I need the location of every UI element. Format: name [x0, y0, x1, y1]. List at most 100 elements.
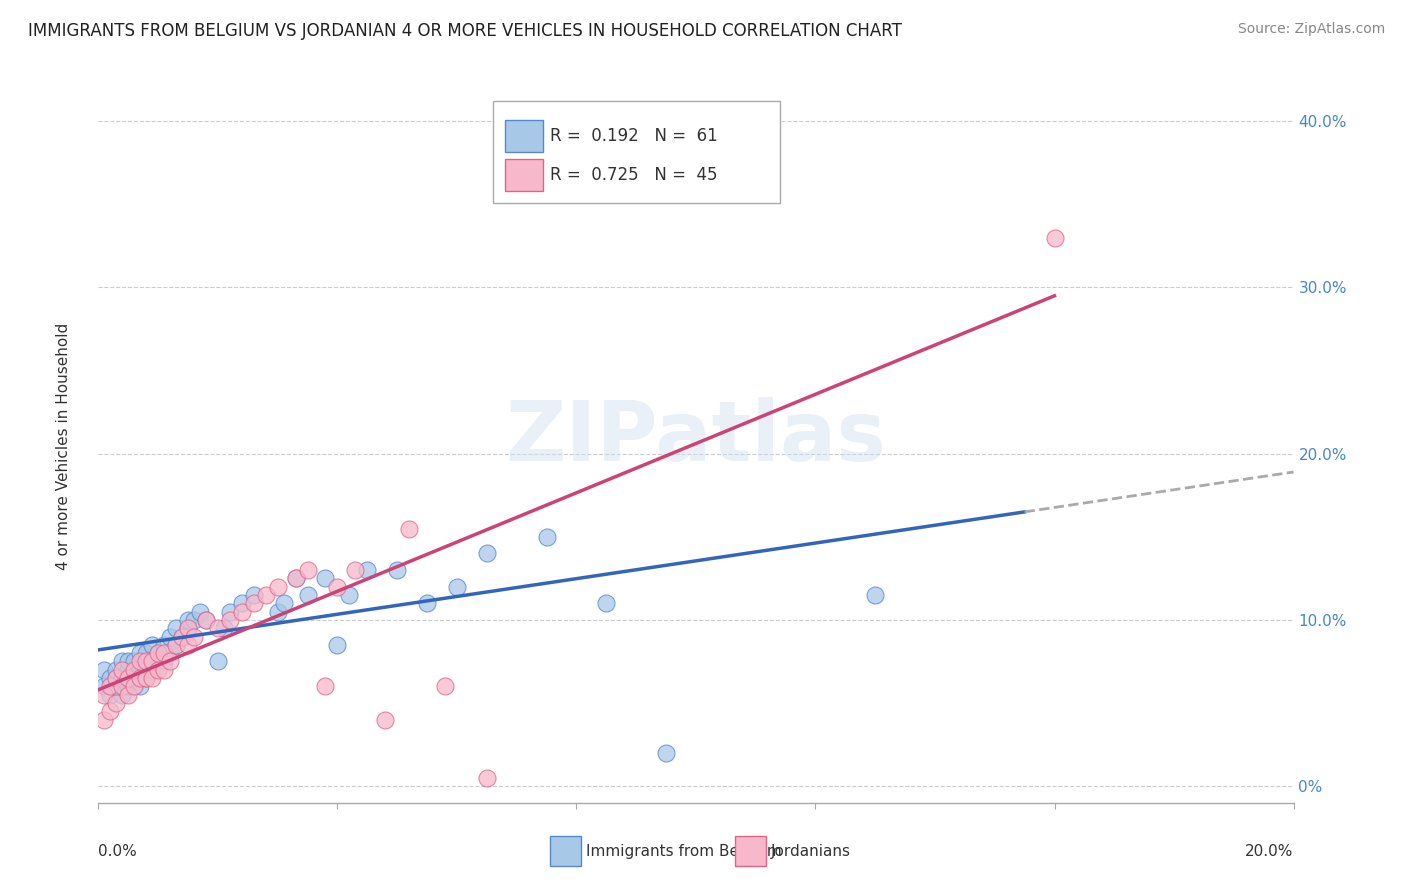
Point — [117, 671, 139, 685]
Point — [865, 588, 887, 602]
Point — [188, 605, 211, 619]
Text: R =  0.192   N =  61: R = 0.192 N = 61 — [550, 127, 718, 145]
Point — [297, 588, 319, 602]
Point — [93, 663, 115, 677]
Point — [153, 638, 176, 652]
Point — [135, 671, 157, 685]
Point — [446, 580, 468, 594]
Text: 4 or more Vehicles in Household: 4 or more Vehicles in Household — [56, 322, 70, 570]
Text: Source: ZipAtlas.com: Source: ZipAtlas.com — [1237, 22, 1385, 37]
Point — [124, 680, 146, 694]
Point — [135, 646, 157, 660]
Point — [536, 530, 558, 544]
Point — [398, 521, 420, 535]
Point — [129, 663, 152, 677]
Point — [153, 655, 176, 669]
Point — [284, 571, 307, 585]
Point — [117, 671, 139, 685]
Text: IMMIGRANTS FROM BELGIUM VS JORDANIAN 4 OR MORE VEHICLES IN HOUSEHOLD CORRELATION: IMMIGRANTS FROM BELGIUM VS JORDANIAN 4 O… — [28, 22, 903, 40]
Text: 0.0%: 0.0% — [98, 845, 138, 859]
Point — [141, 655, 163, 669]
Point — [212, 621, 235, 635]
Point — [105, 680, 128, 694]
Point — [183, 630, 205, 644]
Point — [231, 596, 253, 610]
Point — [135, 663, 157, 677]
Point — [273, 596, 295, 610]
Point — [219, 613, 242, 627]
Point — [98, 671, 122, 685]
Text: ZIPatlas: ZIPatlas — [506, 397, 886, 477]
Text: 20.0%: 20.0% — [1246, 845, 1294, 859]
Point — [177, 621, 200, 635]
Point — [159, 630, 181, 644]
Point — [111, 655, 134, 669]
Point — [141, 663, 163, 677]
Point — [129, 680, 152, 694]
Point — [195, 613, 218, 627]
Point — [231, 605, 253, 619]
Point — [177, 613, 200, 627]
Point — [135, 655, 157, 669]
Point — [105, 696, 128, 710]
Point — [165, 638, 187, 652]
FancyBboxPatch shape — [505, 120, 543, 152]
FancyBboxPatch shape — [735, 836, 766, 866]
Point — [148, 663, 170, 677]
Point — [195, 613, 218, 627]
Point — [129, 646, 152, 660]
Point — [159, 655, 181, 669]
Point — [153, 663, 176, 677]
Point — [141, 638, 163, 652]
Point — [111, 680, 134, 694]
Point — [243, 596, 266, 610]
Point — [129, 671, 152, 685]
Point — [344, 563, 367, 577]
Point — [111, 688, 134, 702]
Point — [117, 688, 139, 702]
Point — [148, 646, 170, 660]
Point — [315, 571, 337, 585]
Point — [374, 713, 396, 727]
Point — [475, 546, 498, 560]
Point — [356, 563, 378, 577]
Point — [148, 646, 170, 660]
Point — [254, 588, 277, 602]
Point — [124, 655, 146, 669]
Point — [315, 680, 337, 694]
Point — [475, 771, 498, 785]
Point — [326, 580, 349, 594]
Point — [267, 605, 290, 619]
Point — [165, 621, 187, 635]
Point — [105, 671, 128, 685]
Point — [93, 688, 115, 702]
Point — [105, 663, 128, 677]
Point — [124, 663, 146, 677]
Point — [117, 680, 139, 694]
Point — [219, 605, 242, 619]
Point — [117, 663, 139, 677]
Point — [339, 588, 361, 602]
Point — [105, 671, 128, 685]
FancyBboxPatch shape — [494, 101, 780, 203]
Point — [117, 655, 139, 669]
Point — [111, 671, 134, 685]
Point — [655, 746, 678, 760]
Point — [141, 655, 163, 669]
Point — [177, 621, 200, 635]
Point — [177, 638, 200, 652]
Point — [326, 638, 349, 652]
Point — [207, 621, 229, 635]
Point — [416, 596, 439, 610]
Point — [165, 638, 187, 652]
Point — [93, 713, 115, 727]
Point — [284, 571, 307, 585]
Point — [124, 680, 146, 694]
Point — [207, 655, 229, 669]
FancyBboxPatch shape — [505, 159, 543, 191]
Point — [124, 671, 146, 685]
Point — [434, 680, 457, 694]
Point — [93, 680, 115, 694]
Point — [183, 613, 205, 627]
Point — [1043, 230, 1066, 244]
